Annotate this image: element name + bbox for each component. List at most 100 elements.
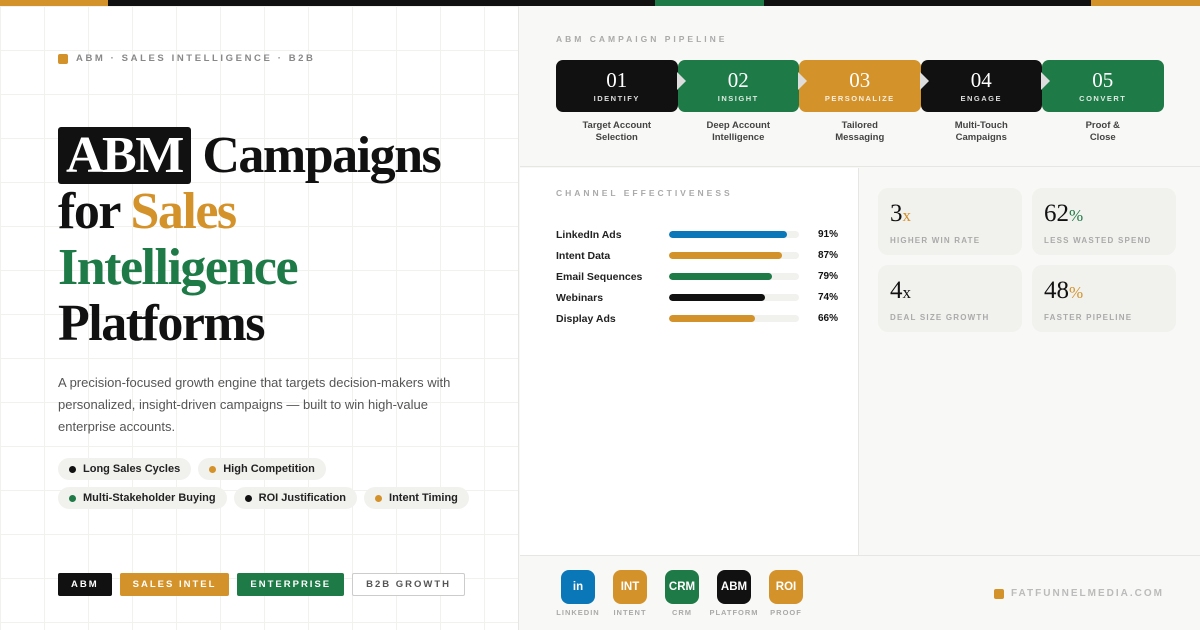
stat-card: 4x DEAL SIZE GROWTH bbox=[878, 265, 1022, 332]
intent-icon: INT bbox=[613, 570, 647, 604]
integration-label: PROOF bbox=[770, 608, 802, 617]
stat-number: 48 bbox=[1044, 277, 1069, 304]
step-box: 05 CONVERT bbox=[1042, 60, 1164, 112]
progress-fill bbox=[669, 252, 783, 259]
integration-platform[interactable]: ABM PLATFORM bbox=[709, 570, 758, 617]
progress-fill bbox=[669, 294, 766, 301]
channel-row: Intent Data 87% bbox=[556, 245, 838, 266]
stat-unit: x bbox=[902, 206, 912, 225]
chip: Long Sales Cycles bbox=[58, 458, 192, 480]
top-accent-bar bbox=[0, 0, 1200, 6]
footer: in LINKEDIN INT INTENT CRM CRM ABM PLATFORM ROI P… bbox=[520, 555, 1200, 630]
square-icon bbox=[993, 588, 1004, 599]
chip-label: Long Sales Cycles bbox=[83, 463, 181, 475]
title-word: Intelligence bbox=[58, 239, 299, 296]
stat-unit: % bbox=[1069, 283, 1084, 302]
step-description: Target Account Selection bbox=[582, 120, 652, 143]
dot-icon bbox=[209, 465, 217, 473]
integration-intent[interactable]: INT INTENT bbox=[608, 570, 652, 617]
title-word: Platforms bbox=[58, 295, 265, 352]
stat-value: 62% bbox=[1044, 200, 1164, 230]
chip: Intent Timing bbox=[364, 487, 469, 509]
stat-label: LESS WASTED SPEND bbox=[1044, 236, 1152, 245]
integration-crm[interactable]: CRM CRM bbox=[660, 570, 704, 617]
step-number: 04 bbox=[970, 68, 992, 92]
dot-icon bbox=[69, 494, 76, 502]
page-title: ABM Campaigns for Sales Intelligence Pla… bbox=[58, 127, 442, 352]
dot-icon bbox=[375, 494, 383, 502]
proof-icon: ROI bbox=[769, 570, 803, 604]
square-icon bbox=[58, 53, 68, 64]
arrow-right-icon bbox=[798, 72, 807, 90]
footer-icons: in LINKEDIN INT INTENT CRM CRM ABM PLATFORM ROI P… bbox=[556, 570, 808, 617]
stat-value: 4x bbox=[890, 277, 1010, 307]
progress-fill bbox=[669, 315, 755, 322]
progress-track bbox=[669, 294, 799, 301]
stat-number: 62 bbox=[1044, 200, 1069, 227]
channel-name: Webinars bbox=[556, 291, 604, 304]
integration-label: CRM bbox=[671, 608, 693, 617]
progress-track bbox=[669, 315, 799, 322]
pipeline-steps: 01 IDENTIFY Target Account Selection 02 INSI… bbox=[556, 60, 1164, 144]
step-box: 03 PERSONALIZE bbox=[799, 60, 921, 112]
chip: Multi-Stakeholder Buying bbox=[58, 487, 227, 509]
stat-label: DEAL SIZE GROWTH bbox=[890, 313, 990, 322]
stat-unit: x bbox=[902, 283, 912, 302]
step-box: 04 ENGAGE bbox=[920, 60, 1042, 112]
progress-track bbox=[669, 231, 799, 238]
eyebrow-text: ABM · SALES INTELLIGENCE · B2B bbox=[76, 53, 316, 64]
channel-row: LinkedIn Ads 91% bbox=[556, 224, 838, 245]
channel-percent: 66% bbox=[818, 313, 839, 324]
arrow-right-icon bbox=[676, 72, 686, 90]
stat-number: 4 bbox=[890, 277, 903, 304]
step-description: Proof & Close bbox=[1085, 120, 1120, 143]
channel-percent: 74% bbox=[818, 292, 839, 303]
tag-enterprise: ENTERPRISE bbox=[237, 573, 345, 596]
step-number: 03 bbox=[849, 68, 871, 92]
step-number: 05 bbox=[1092, 68, 1114, 92]
pipeline-section: ABM CAMPAIGN PIPELINE 01 IDENTIFY Target A… bbox=[520, 6, 1200, 167]
stat-card: 3x HIGHER WIN RATE bbox=[878, 188, 1022, 255]
title-word: for bbox=[58, 183, 131, 240]
integration-proof[interactable]: ROI PROOF bbox=[764, 570, 808, 617]
tag-b2b-growth: B2B GROWTH bbox=[352, 573, 466, 596]
stat-number: 3 bbox=[890, 200, 903, 227]
integration-label: INTENT bbox=[613, 608, 647, 617]
title-word: Campaigns bbox=[190, 127, 441, 184]
pipeline-label: ABM CAMPAIGN PIPELINE bbox=[556, 34, 728, 44]
step-name: PERSONALIZE bbox=[824, 94, 895, 103]
chip: High Competition bbox=[198, 458, 326, 480]
progress-track bbox=[669, 252, 799, 259]
step-name: INSIGHT bbox=[717, 94, 759, 103]
eyebrow: ABM · SALES INTELLIGENCE · B2B bbox=[58, 53, 316, 64]
step-description: Multi-Touch Campaigns bbox=[954, 120, 1008, 143]
progress-track bbox=[669, 273, 799, 280]
channel-rows: LinkedIn Ads 91% Intent Data 87% Email Seque… bbox=[556, 224, 838, 329]
channel-row: Webinars 74% bbox=[556, 287, 838, 308]
channel-name: Email Sequences bbox=[556, 270, 643, 283]
dot-icon bbox=[69, 465, 76, 473]
chip-label: Multi-Stakeholder Buying bbox=[83, 492, 216, 504]
chip-label: Intent Timing bbox=[389, 492, 458, 504]
stat-unit: % bbox=[1069, 206, 1084, 225]
dot-icon bbox=[244, 494, 252, 502]
site-link[interactable]: FATFUNNELMEDIA.COM bbox=[993, 588, 1164, 599]
pipeline-step: 03 PERSONALIZE Tailored Messaging bbox=[799, 60, 929, 144]
platform-icon: ABM bbox=[717, 570, 751, 604]
step-name: IDENTIFY bbox=[593, 94, 640, 103]
step-number: 01 bbox=[606, 68, 628, 92]
stats-grid: 3x HIGHER WIN RATE 62% LESS WASTED SPEND 4x D… bbox=[878, 188, 1176, 332]
integration-linkedin[interactable]: in LINKEDIN bbox=[556, 570, 600, 617]
channel-row: Display Ads 66% bbox=[556, 308, 838, 329]
stat-value: 48% bbox=[1044, 277, 1164, 307]
stat-card: 62% LESS WASTED SPEND bbox=[1032, 188, 1176, 255]
stat-card: 48% FASTER PIPELINE bbox=[1032, 265, 1176, 332]
chip: ROI Justification bbox=[233, 487, 358, 509]
step-box: 01 IDENTIFY bbox=[556, 60, 678, 112]
channel-row: Email Sequences 79% bbox=[556, 266, 838, 287]
channel-effectiveness: CHANNEL EFFECTIVENESS LinkedIn Ads 91% Int… bbox=[520, 168, 859, 555]
arrow-right-icon bbox=[919, 72, 929, 90]
crm-icon: CRM bbox=[665, 570, 699, 604]
pipeline-step: 05 CONVERT Proof & Close bbox=[1042, 60, 1164, 144]
site-text: FATFUNNELMEDIA.COM bbox=[1010, 588, 1164, 599]
